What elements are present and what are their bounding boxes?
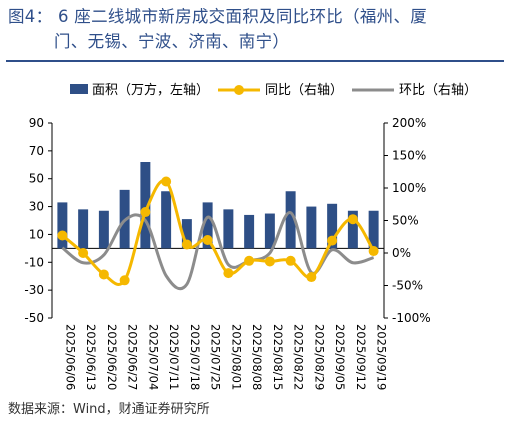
- category-label: 2025/06/13: [84, 324, 98, 390]
- legend-swatch-area: [70, 84, 88, 94]
- area-bar: [347, 210, 358, 249]
- title-line-1: 图4： 6 座二线城市新房成交面积及同比环比（福州、厦: [8, 7, 428, 26]
- category-label: 2025/09/05: [333, 324, 347, 390]
- category-label: 2025/08/01: [229, 324, 243, 390]
- area-bar: [181, 219, 192, 249]
- category-label: 2025/08/08: [250, 324, 264, 390]
- yoy-point: [119, 275, 130, 286]
- yoy-point: [285, 255, 296, 266]
- left-tick-label: 70: [29, 144, 44, 158]
- category-label: 2025/07/04: [146, 324, 160, 390]
- yoy-point: [57, 230, 68, 241]
- yoy-point: [306, 272, 317, 283]
- yoy-point: [327, 235, 338, 246]
- right-tick-label: 100%: [392, 181, 426, 195]
- area-bar: [223, 209, 234, 249]
- legend-marker-yoy: [234, 85, 244, 95]
- yoy-point: [161, 176, 172, 187]
- area-bar: [57, 202, 68, 249]
- area-bar: [306, 206, 317, 249]
- category-label: 2025/09/12: [354, 324, 368, 390]
- legend-label-area: 面积（万方，左轴）: [92, 82, 209, 98]
- category-label: 2025/09/19: [375, 324, 389, 390]
- category-label: 2025/06/27: [126, 324, 140, 390]
- area-bar: [368, 210, 379, 249]
- left-tick-label: 50: [29, 172, 44, 186]
- yoy-line: [61, 179, 375, 286]
- yoy-point: [347, 214, 358, 225]
- left-tick-label: 90: [29, 116, 44, 130]
- area-bar: [244, 214, 255, 249]
- yoy-point: [202, 235, 213, 245]
- left-tick-label: -50: [24, 311, 44, 325]
- title-line-2: 门、无锡、宁波、济南、南宁）: [54, 32, 290, 51]
- area-bar: [98, 210, 109, 249]
- yoy-point: [264, 256, 275, 267]
- category-label: 2025/06/06: [63, 324, 77, 390]
- area-bar: [161, 191, 172, 249]
- yoy-point: [244, 255, 255, 266]
- yoy-point: [368, 246, 379, 257]
- category-label: 2025/06/20: [105, 324, 119, 390]
- right-tick-label: -50%: [392, 279, 423, 293]
- right-tick-label: 200%: [392, 116, 426, 130]
- yoy-point: [78, 248, 89, 258]
- legend-label-yoy: 同比（右轴）: [265, 83, 343, 98]
- category-label: 2025/08/29: [312, 324, 326, 390]
- left-tick-label: 30: [29, 200, 44, 214]
- left-tick-label: 10: [29, 227, 44, 241]
- area-bar: [78, 209, 89, 249]
- left-tick-label: -30: [24, 283, 44, 297]
- right-tick-label: 0%: [392, 246, 411, 260]
- yoy-point: [223, 268, 234, 279]
- right-tick-label: -100%: [392, 311, 431, 325]
- right-tick-label: 150%: [392, 149, 426, 163]
- legend-label-mom: 环比（右轴）: [399, 83, 477, 98]
- area-bar: [140, 162, 151, 249]
- category-label: 2025/07/25: [209, 324, 223, 390]
- area-bar: [264, 213, 275, 249]
- source-note: 数据来源：Wind，财通证券研究所: [8, 402, 210, 417]
- yoy-point: [98, 269, 109, 280]
- yoy-point: [181, 239, 192, 250]
- category-label: 2025/08/15: [271, 324, 285, 390]
- yoy-point: [140, 207, 151, 218]
- title-rule: [6, 60, 504, 62]
- category-label: 2025/07/18: [188, 324, 202, 390]
- area-bar: [202, 202, 213, 249]
- category-label: 2025/07/11: [167, 324, 181, 390]
- right-tick-label: 50%: [392, 214, 419, 228]
- area-bar: [285, 191, 296, 249]
- left-tick-label: -10: [24, 255, 44, 269]
- area-bar: [327, 203, 338, 249]
- figure-title: 图4： 6 座二线城市新房成交面积及同比环比（福州、厦 门、无锡、宁波、济南、南…: [8, 4, 504, 54]
- category-label: 2025/08/22: [292, 324, 306, 390]
